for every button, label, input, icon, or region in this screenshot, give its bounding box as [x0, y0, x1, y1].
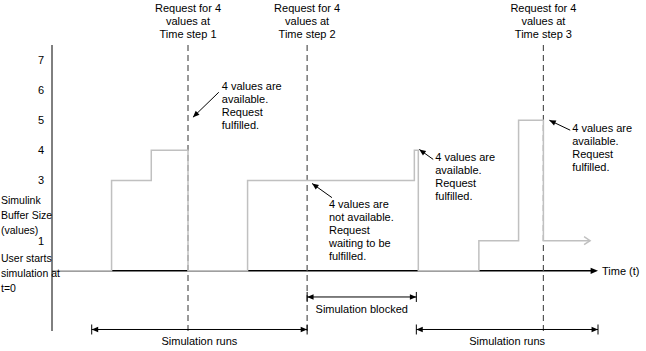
svg-text:4 values areavailable.Requestf: 4 values areavailable.Requestfulfilled.: [435, 151, 495, 202]
svg-text:4 values arenot available.Requ: 4 values arenot available.Requestwaiting…: [328, 198, 394, 262]
html-text:User starts simulation at t=0: User starts simulation at t=0: [1, 252, 60, 294]
svg-text:4: 4: [38, 144, 44, 156]
svg-text:7: 7: [38, 54, 44, 66]
svg-text:Request for 4values atTime ste: Request for 4values atTime step 2: [274, 2, 340, 40]
svg-text:5: 5: [38, 114, 44, 126]
svg-text:Simulation runs: Simulation runs: [469, 335, 545, 347]
svg-text:4 values areavailable.Requestf: 4 values areavailable.Requestfulfilled.: [222, 80, 282, 131]
svg-text:1: 1: [38, 235, 44, 247]
svg-text:Simulation runs: Simulation runs: [162, 335, 238, 347]
svg-text:Request for 4values atTime ste: Request for 4values atTime step 1: [155, 2, 221, 40]
svg-text:6: 6: [38, 84, 44, 96]
svg-text:Request for 4values atTime ste: Request for 4values atTime step 3: [510, 2, 576, 40]
svg-text:Time (t): Time (t): [602, 265, 638, 277]
svg-text:4 values areavailable.Requestf: 4 values areavailable.Requestfulfilled.: [572, 122, 632, 173]
svg-text:Simulation blocked: Simulation blocked: [316, 303, 408, 315]
html-text:Simulink Buffer Size (values): Simulink Buffer Size (values): [1, 194, 53, 236]
svg-text:3: 3: [38, 174, 44, 186]
